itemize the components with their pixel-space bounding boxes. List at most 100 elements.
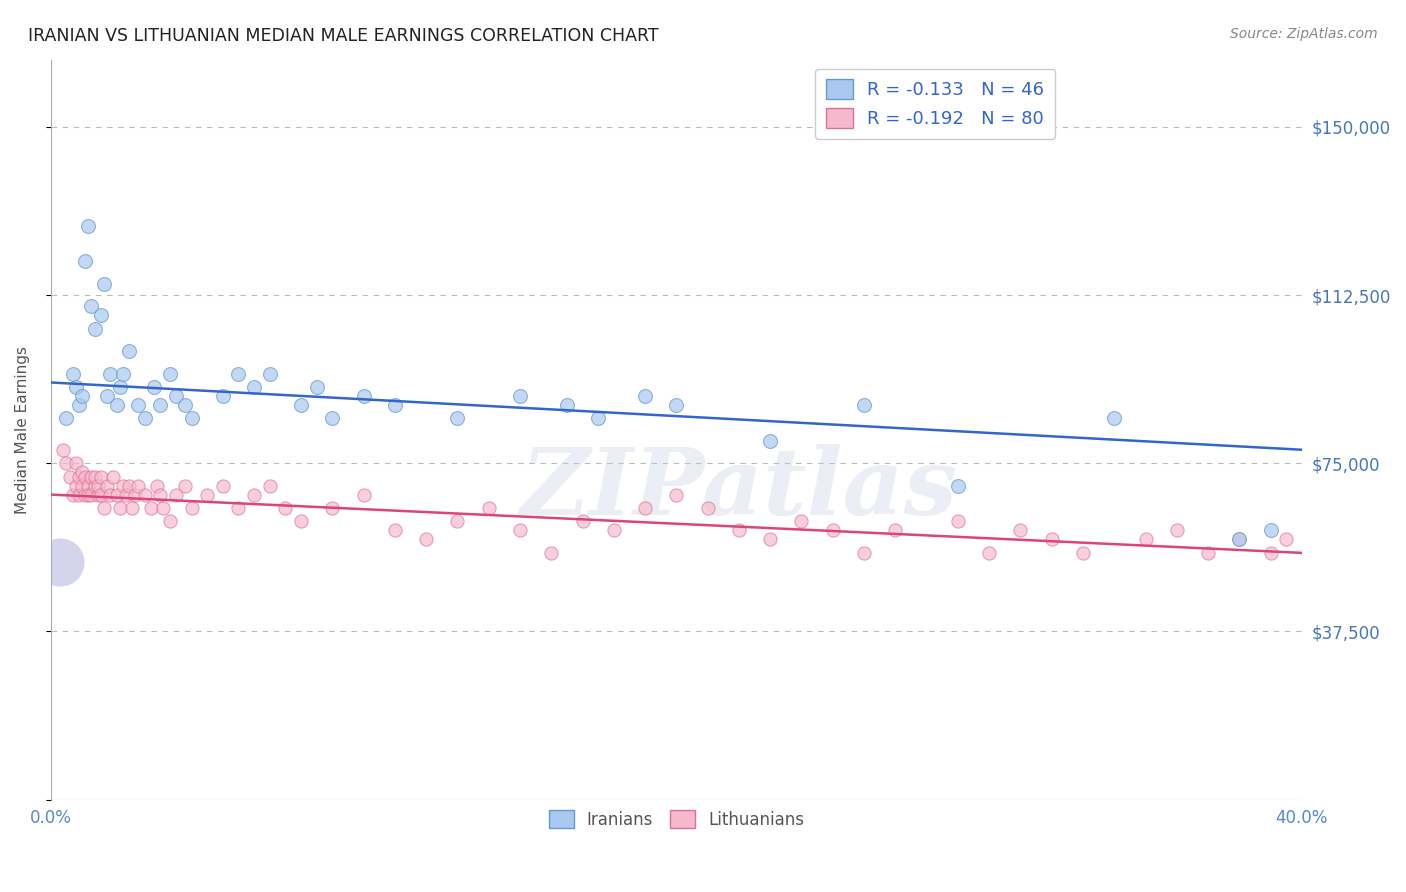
Point <box>105 487 128 501</box>
Point <box>571 515 593 529</box>
Point <box>118 478 141 492</box>
Point <box>118 344 141 359</box>
Point <box>80 469 103 483</box>
Point <box>1040 533 1063 547</box>
Point <box>80 299 103 313</box>
Point <box>259 367 281 381</box>
Point <box>83 321 105 335</box>
Point <box>1197 546 1219 560</box>
Point <box>65 478 87 492</box>
Point <box>228 367 250 381</box>
Point <box>446 515 468 529</box>
Point <box>83 478 105 492</box>
Point <box>75 487 97 501</box>
Y-axis label: Median Male Earnings: Median Male Earnings <box>15 345 30 514</box>
Point <box>103 469 125 483</box>
Point <box>146 478 169 492</box>
Point <box>1275 533 1298 547</box>
Point <box>274 501 297 516</box>
Point <box>111 367 134 381</box>
Point <box>1102 411 1125 425</box>
Point <box>290 515 312 529</box>
Point <box>259 478 281 492</box>
Point <box>321 411 343 425</box>
Point <box>124 487 146 501</box>
Point <box>49 555 72 569</box>
Point <box>80 487 103 501</box>
Point <box>446 411 468 425</box>
Point <box>384 524 406 538</box>
Point <box>83 469 105 483</box>
Point <box>127 478 149 492</box>
Point <box>55 456 77 470</box>
Point <box>90 308 112 322</box>
Point <box>65 380 87 394</box>
Point <box>728 524 751 538</box>
Point <box>1227 533 1250 547</box>
Point <box>98 487 121 501</box>
Point <box>93 277 115 291</box>
Point <box>555 398 578 412</box>
Point <box>115 487 138 501</box>
Point <box>87 478 110 492</box>
Text: IRANIAN VS LITHUANIAN MEDIAN MALE EARNINGS CORRELATION CHART: IRANIAN VS LITHUANIAN MEDIAN MALE EARNIN… <box>28 27 659 45</box>
Point <box>75 254 97 268</box>
Point <box>946 515 969 529</box>
Point <box>212 478 235 492</box>
Point <box>212 389 235 403</box>
Point <box>149 398 172 412</box>
Point <box>75 469 97 483</box>
Point <box>509 524 531 538</box>
Point <box>77 487 100 501</box>
Point <box>70 389 93 403</box>
Point <box>228 501 250 516</box>
Point <box>979 546 1001 560</box>
Point <box>853 398 876 412</box>
Point <box>90 469 112 483</box>
Point <box>149 487 172 501</box>
Point <box>96 478 118 492</box>
Point <box>305 380 328 394</box>
Point <box>139 501 162 516</box>
Point <box>134 487 156 501</box>
Point <box>884 524 907 538</box>
Point <box>127 398 149 412</box>
Point <box>65 456 87 470</box>
Point <box>665 487 688 501</box>
Point <box>121 501 143 516</box>
Legend: Iranians, Lithuanians: Iranians, Lithuanians <box>541 804 811 836</box>
Point <box>1135 533 1157 547</box>
Point <box>90 487 112 501</box>
Point <box>180 501 202 516</box>
Point <box>98 367 121 381</box>
Point <box>77 478 100 492</box>
Point <box>70 478 93 492</box>
Point <box>111 478 134 492</box>
Point <box>59 469 82 483</box>
Point <box>62 367 84 381</box>
Point <box>180 411 202 425</box>
Point <box>1071 546 1094 560</box>
Point <box>603 524 626 538</box>
Point <box>634 501 657 516</box>
Point <box>509 389 531 403</box>
Point <box>174 398 197 412</box>
Point <box>70 465 93 479</box>
Point <box>243 380 266 394</box>
Point <box>67 398 90 412</box>
Point <box>159 515 181 529</box>
Point <box>195 487 218 501</box>
Point <box>93 501 115 516</box>
Point <box>108 501 131 516</box>
Point <box>353 389 375 403</box>
Point <box>165 487 187 501</box>
Point <box>67 469 90 483</box>
Point <box>790 515 813 529</box>
Point <box>174 478 197 492</box>
Point <box>321 501 343 516</box>
Text: ZIPatlas: ZIPatlas <box>520 443 957 533</box>
Point <box>478 501 501 516</box>
Point <box>243 487 266 501</box>
Point <box>821 524 844 538</box>
Point <box>1227 533 1250 547</box>
